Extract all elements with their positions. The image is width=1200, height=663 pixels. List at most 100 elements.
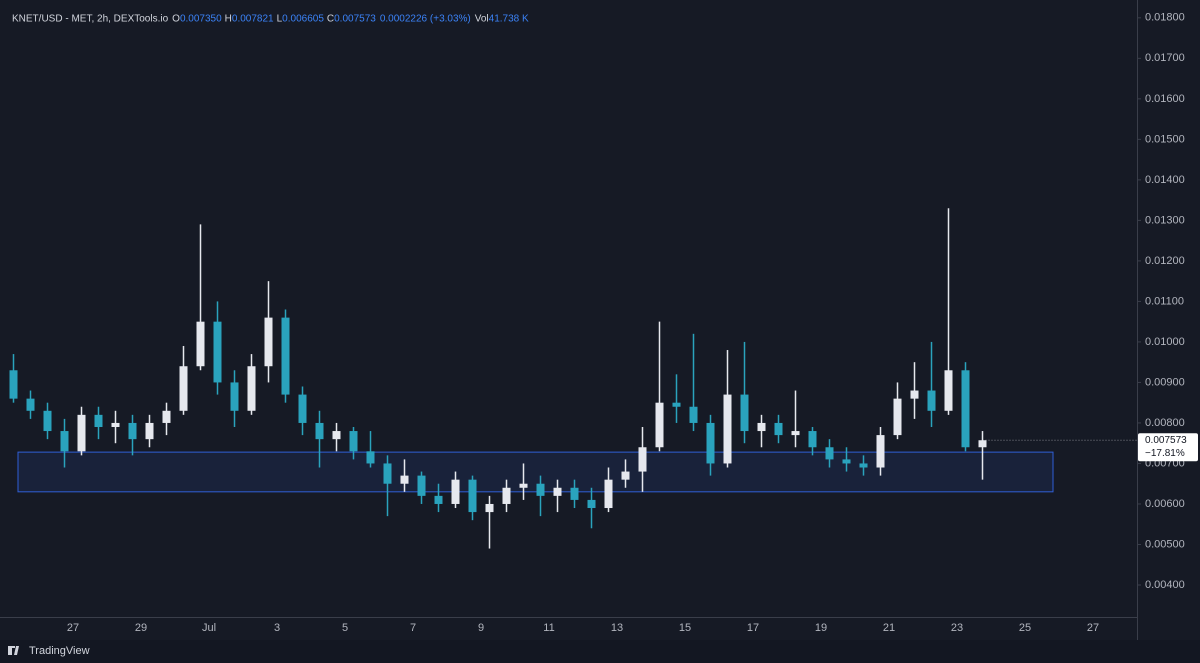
- x-tick-label: 15: [679, 622, 691, 634]
- candle-body: [383, 463, 392, 484]
- candle-body: [315, 422, 324, 440]
- candle-body: [213, 321, 222, 383]
- y-tick-label: 0.00800: [1145, 417, 1185, 429]
- last-price-label: 0.007573: [1145, 435, 1187, 446]
- candle-body: [723, 394, 732, 464]
- candle-body: [111, 422, 120, 427]
- candle-body: [162, 410, 171, 423]
- y-tick-label: 0.00500: [1145, 538, 1185, 550]
- candle-body: [910, 390, 919, 399]
- candle-body: [842, 459, 851, 464]
- candle-body: [536, 483, 545, 496]
- x-tick-label: 23: [951, 622, 963, 634]
- x-tick-label: 5: [342, 622, 348, 634]
- legend-item: 0.007350: [180, 14, 222, 25]
- brand: TradingView: [29, 645, 90, 657]
- candle-body: [587, 499, 596, 509]
- candle-body: [553, 487, 562, 496]
- candle-body: [128, 422, 137, 440]
- candle-body: [944, 370, 953, 411]
- y-tick-label: 0.00600: [1145, 498, 1185, 510]
- x-tick-label: 27: [1087, 622, 1099, 634]
- candle-body: [26, 398, 35, 411]
- legend-item: 0.007821: [232, 14, 274, 25]
- x-tick-label: 29: [135, 622, 147, 634]
- x-tick-label: 25: [1019, 622, 1031, 634]
- price-change-label: −17.81%: [1145, 448, 1185, 459]
- y-tick-label: 0.01300: [1145, 214, 1185, 226]
- y-tick-label: 0.01400: [1145, 174, 1185, 186]
- candle-body: [655, 402, 664, 448]
- candle-body: [468, 479, 477, 513]
- candle-body: [961, 370, 970, 448]
- candle-body: [621, 471, 630, 480]
- legend-item: O: [172, 14, 180, 25]
- x-tick-label: 19: [815, 622, 827, 634]
- candle-body: [876, 435, 885, 468]
- candle-body: [179, 366, 188, 411]
- candle-body: [451, 479, 460, 504]
- y-tick-label: 0.01800: [1145, 12, 1185, 24]
- candle-body: [434, 495, 443, 504]
- y-tick-label: 0.00400: [1145, 579, 1185, 591]
- candle-body: [145, 422, 154, 440]
- candle-body: [978, 440, 987, 448]
- candle-body: [332, 431, 341, 440]
- candle-body: [604, 479, 613, 509]
- y-tick-label: 0.01500: [1145, 133, 1185, 145]
- x-tick-label: 13: [611, 622, 623, 634]
- x-tick-label: 11: [543, 622, 554, 634]
- candle-body: [400, 475, 409, 484]
- candle-body: [808, 431, 817, 448]
- candle-body: [706, 422, 715, 464]
- y-tick-label: 0.01000: [1145, 336, 1185, 348]
- candle-body: [366, 451, 375, 464]
- candle-body: [298, 394, 307, 423]
- legend-item: 0.007573: [334, 14, 376, 25]
- legend-item: 41.738 K: [489, 14, 529, 25]
- candle-body: [77, 414, 86, 452]
- y-tick-label: 0.01200: [1145, 255, 1185, 267]
- candle-body: [570, 487, 579, 500]
- candle-body: [417, 475, 426, 496]
- candle-body: [519, 483, 528, 488]
- candle-body: [757, 422, 766, 432]
- candle-body: [43, 410, 52, 432]
- support-zone: [17, 451, 1054, 493]
- legend-item: C: [327, 14, 334, 25]
- x-tick-label: 21: [883, 622, 895, 634]
- brand-logo: [8, 646, 19, 655]
- candle-body: [859, 463, 868, 468]
- footer-bar: [0, 640, 1200, 663]
- candle-body: [247, 366, 256, 411]
- last-price-tag: [1138, 433, 1198, 462]
- x-tick-label: 7: [410, 622, 416, 634]
- candle-body: [740, 394, 749, 432]
- candle-body: [281, 317, 290, 395]
- legend-item: 0.006605: [282, 14, 324, 25]
- x-tick-label: 3: [274, 622, 280, 634]
- candle-body: [672, 402, 681, 407]
- candle-body: [893, 398, 902, 436]
- candle-body: [774, 422, 783, 436]
- y-tick-label: 0.01100: [1145, 295, 1184, 307]
- x-tick-label: Jul: [202, 622, 216, 634]
- candle-body: [927, 390, 936, 411]
- y-tick-label: 0.00900: [1145, 376, 1185, 388]
- legend-item: H: [225, 14, 232, 25]
- candle-body: [502, 487, 511, 504]
- candle-body: [60, 431, 69, 452]
- y-tick-label: 0.01600: [1145, 93, 1185, 105]
- legend-item: 0.0002226 (+3.03%): [380, 14, 471, 25]
- chart-title: KNET/USD - MET, 2h, DEXTools.io: [12, 14, 169, 25]
- candle-body: [9, 370, 18, 399]
- candle-body: [196, 321, 205, 367]
- legend-item: L: [277, 14, 283, 25]
- candle-body: [485, 503, 494, 513]
- x-tick-label: 9: [478, 622, 484, 634]
- candle-body: [349, 431, 358, 452]
- candle-body: [689, 406, 698, 423]
- legend-item: Vol: [475, 14, 489, 25]
